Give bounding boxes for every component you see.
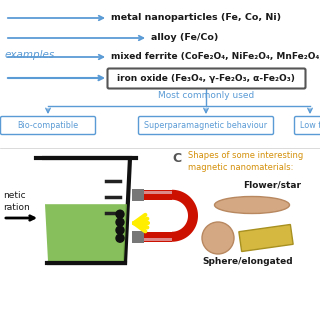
Polygon shape bbox=[172, 190, 198, 242]
Circle shape bbox=[116, 234, 124, 242]
Polygon shape bbox=[239, 224, 293, 252]
Circle shape bbox=[202, 222, 234, 254]
Text: netic: netic bbox=[3, 190, 26, 199]
Circle shape bbox=[116, 210, 124, 218]
Bar bbox=[144, 191, 172, 194]
Bar bbox=[132, 231, 144, 243]
Text: magnetic nanomaterials:: magnetic nanomaterials: bbox=[188, 163, 293, 172]
Bar bbox=[132, 189, 144, 201]
FancyBboxPatch shape bbox=[108, 68, 306, 89]
Text: Bio-compatible: Bio-compatible bbox=[17, 121, 79, 130]
Text: iron oxide (Fe₃O₄, γ-Fe₂O₃, α-Fe₂O₃): iron oxide (Fe₃O₄, γ-Fe₂O₃, α-Fe₂O₃) bbox=[117, 74, 295, 83]
FancyBboxPatch shape bbox=[294, 116, 320, 134]
FancyBboxPatch shape bbox=[139, 116, 274, 134]
Text: mixed ferrite (CoFe₂O₄, NiFe₂O₄, MnFe₂O₄, Zr: mixed ferrite (CoFe₂O₄, NiFe₂O₄, MnFe₂O₄… bbox=[111, 52, 320, 61]
Text: Shapes of some interesting: Shapes of some interesting bbox=[188, 151, 303, 161]
Text: Low t: Low t bbox=[300, 121, 320, 130]
Text: Sphere/elongated: Sphere/elongated bbox=[203, 258, 293, 267]
Text: metal nanoparticles (Fe, Co, Ni): metal nanoparticles (Fe, Co, Ni) bbox=[111, 13, 281, 22]
Text: Flower/star: Flower/star bbox=[243, 180, 301, 189]
Ellipse shape bbox=[214, 196, 290, 213]
Text: ration: ration bbox=[3, 204, 30, 212]
Bar bbox=[144, 190, 172, 200]
Circle shape bbox=[116, 218, 124, 226]
Bar bbox=[144, 232, 172, 242]
Text: Most commonly used: Most commonly used bbox=[158, 92, 254, 100]
Text: examples: examples bbox=[5, 50, 55, 60]
Text: alloy (Fe/Co): alloy (Fe/Co) bbox=[151, 34, 218, 43]
Polygon shape bbox=[45, 204, 127, 261]
Text: C: C bbox=[172, 151, 181, 164]
FancyBboxPatch shape bbox=[1, 116, 95, 134]
Circle shape bbox=[116, 226, 124, 234]
Text: Superparamagnetic behaviour: Superparamagnetic behaviour bbox=[144, 121, 268, 130]
Bar bbox=[144, 238, 172, 241]
